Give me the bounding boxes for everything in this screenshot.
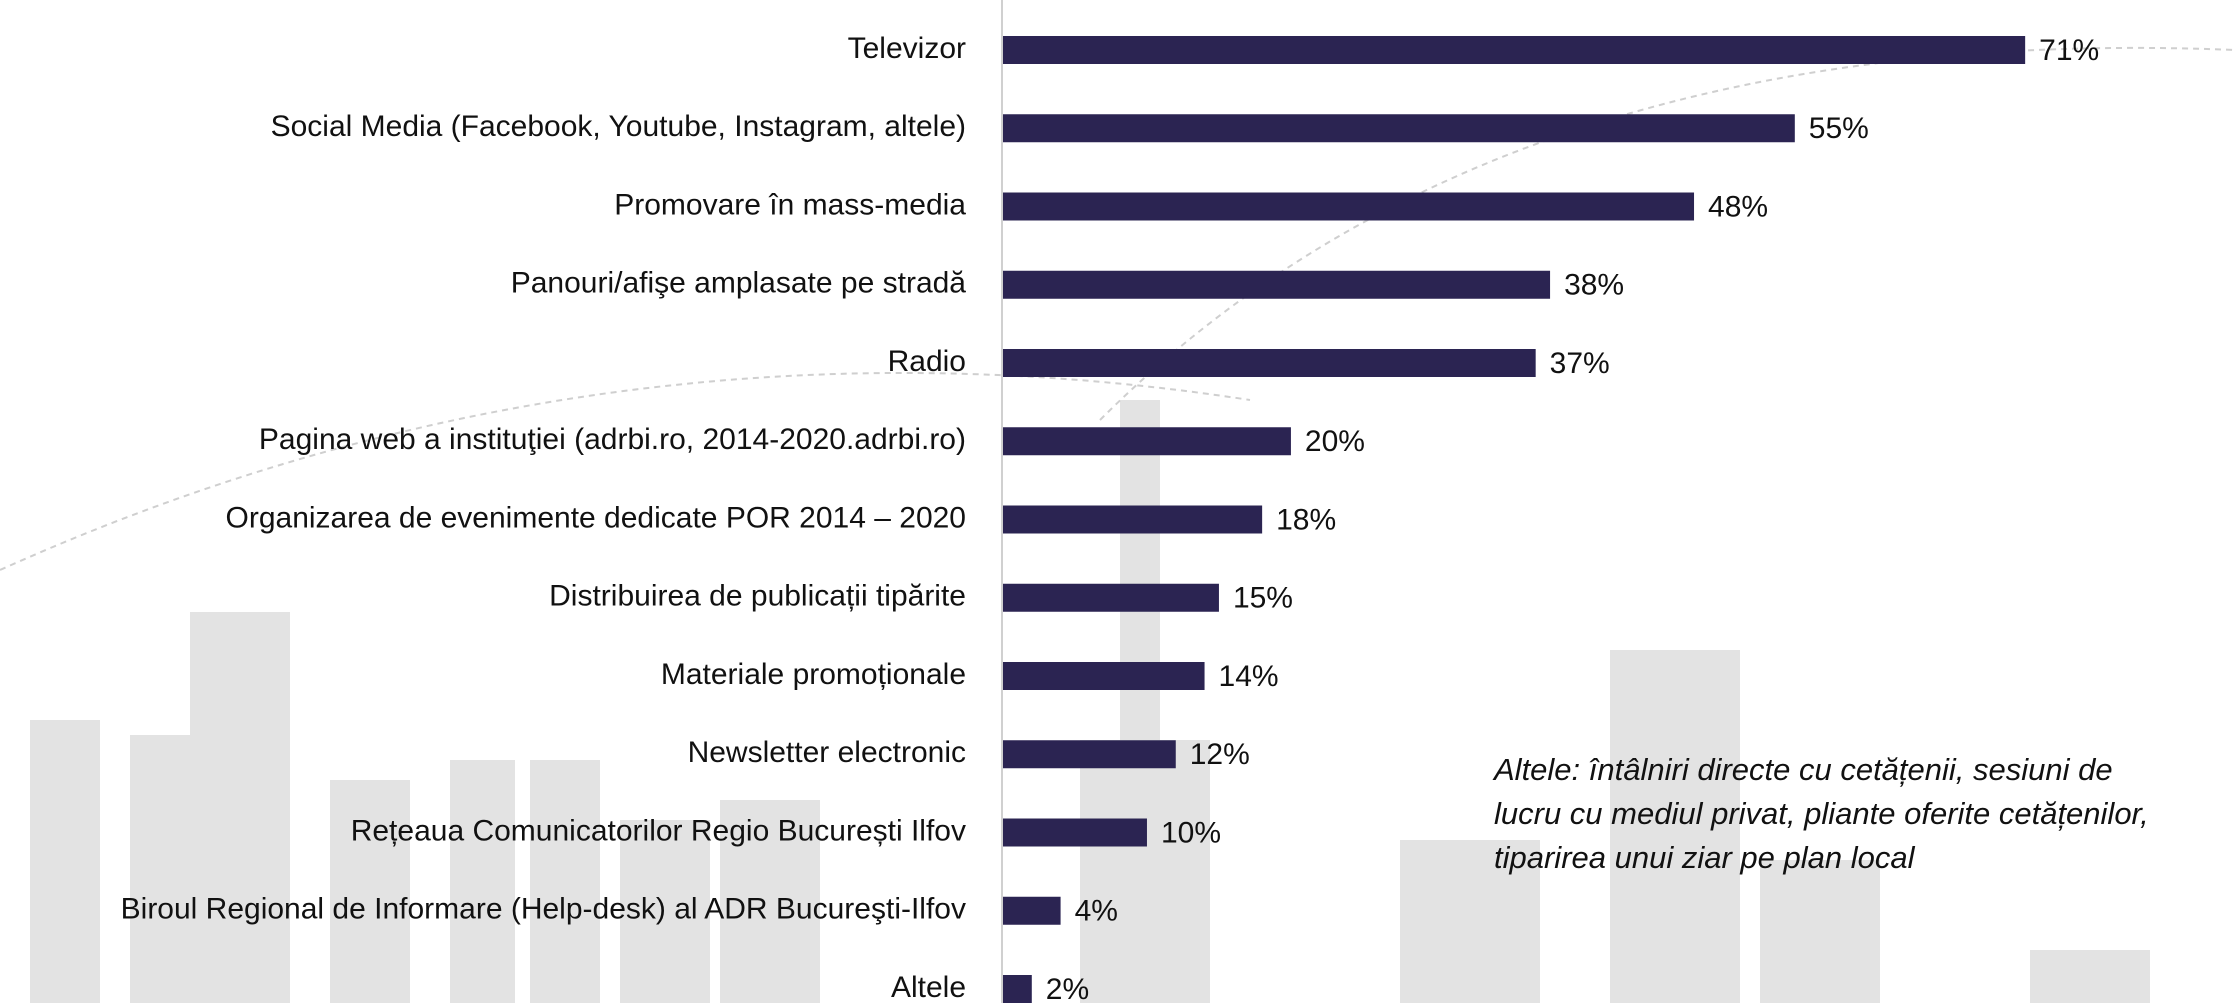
y-tick-label: Organizarea de evenimente dedicate POR 2… [226,501,967,534]
y-tick-label: Promovare în mass-media [614,188,966,221]
data-label: 20% [1305,425,1365,458]
y-tick-label: Distribuirea de publicații tipărite [549,580,966,613]
annotation-line: lucru cu mediul privat, pliante oferite … [1494,796,2149,831]
bar [1003,192,1695,221]
y-tick-label: Newsletter electronic [688,736,966,769]
y-tick-label: Pagina web a instituţiei (adrbi.ro, 2014… [259,423,966,456]
annotation: Altele: întâlniri directe cu cetățenii, … [1492,752,2149,875]
data-label: 14% [1219,660,1279,693]
y-tick-label: Altele [891,971,966,1003]
bar [1003,583,1219,612]
data-label: 38% [1564,269,1624,302]
y-tick-label: Materiale promoționale [661,658,966,691]
bar [1003,114,1795,143]
bar [1003,740,1176,769]
background-skyline [30,400,2150,1003]
bar [1003,349,1536,377]
data-label: 71% [2039,34,2099,67]
bar [1003,505,1263,534]
y-tick-label: Social Media (Facebook, Youtube, Instagr… [271,110,966,143]
y-tick-label: Panouri/afişe amplasate pe stradă [511,267,967,300]
bar [1003,270,1551,299]
decor-arc [0,371,1251,571]
data-label: 48% [1708,190,1768,223]
bar [1003,975,1032,1003]
data-label: 15% [1233,582,1293,615]
data-label: 4% [1075,895,1118,928]
bar [1003,896,1061,925]
annotation-line: Altele: întâlniri directe cu cetățenii, … [1492,752,2113,787]
data-label: 10% [1161,816,1221,849]
data-label: 12% [1190,738,1250,771]
bar [1003,36,2026,64]
annotation-line: tiparirea unui ziar pe plan local [1494,840,1916,875]
bar [1003,427,1291,456]
y-tick-label: Radio [888,345,966,378]
data-label: 55% [1809,112,1869,145]
bar [1003,818,1147,847]
y-tick-label: Televizor [848,32,966,65]
decor-arc [1099,46,2235,421]
data-label: 2% [1046,973,1089,1003]
data-label: 37% [1550,347,1610,380]
bar [1003,662,1205,690]
data-label: 18% [1276,503,1336,536]
y-tick-label: Rețeaua Comunicatorilor Regio București … [351,814,966,847]
y-tick-label: Biroul Regional de Informare (Help-desk)… [121,893,966,926]
